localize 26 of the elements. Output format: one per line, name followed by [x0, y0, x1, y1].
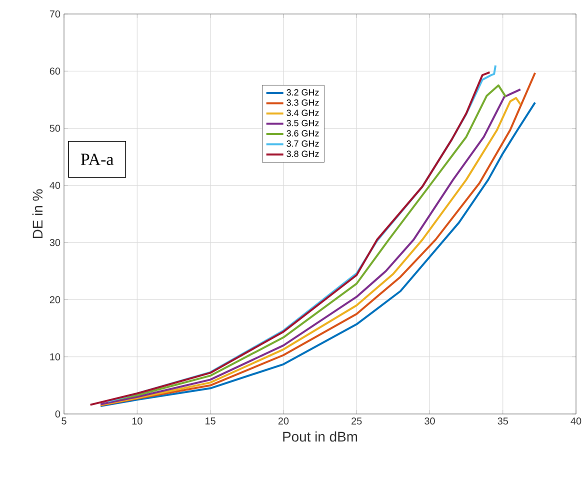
legend-label: 3.7 GHz — [286, 140, 319, 147]
legend-label: 3.5 GHz — [286, 120, 319, 126]
legend-label: 3.8 GHz — [286, 150, 319, 158]
legend-label: 3.2 GHz — [286, 89, 319, 96]
x-tick-label: 20 — [278, 418, 289, 425]
x-tick-label: 30 — [424, 418, 435, 425]
legend-label: 3.6 GHz — [286, 130, 319, 137]
legend-label: 3.4 GHz — [286, 110, 319, 116]
x-tick-label: 40 — [570, 418, 582, 425]
y-tick-label: 40 — [50, 182, 60, 189]
x-axis-title: Pout in dBm — [283, 431, 358, 442]
x-tick-label: 15 — [206, 418, 216, 424]
x-tick-label: 10 — [132, 418, 142, 425]
y-axis-title: DE in % — [32, 189, 43, 238]
y-tick-label: 10 — [50, 353, 60, 360]
y-tick-label: 30 — [50, 239, 60, 246]
x-tick-label: 35 — [498, 418, 508, 425]
y-tick-label: 0 — [55, 410, 60, 418]
y-tick-label: 60 — [50, 68, 60, 75]
annotation: PA-a — [80, 154, 114, 166]
x-tick-label: 25 — [352, 418, 362, 425]
legend-label: 3.3 GHz — [286, 99, 319, 106]
y-tick-label: 70 — [50, 10, 60, 18]
y-tick-label: 50 — [50, 124, 60, 132]
y-tick-label: 20 — [50, 296, 60, 304]
x-tick-label: 5 — [62, 418, 66, 424]
